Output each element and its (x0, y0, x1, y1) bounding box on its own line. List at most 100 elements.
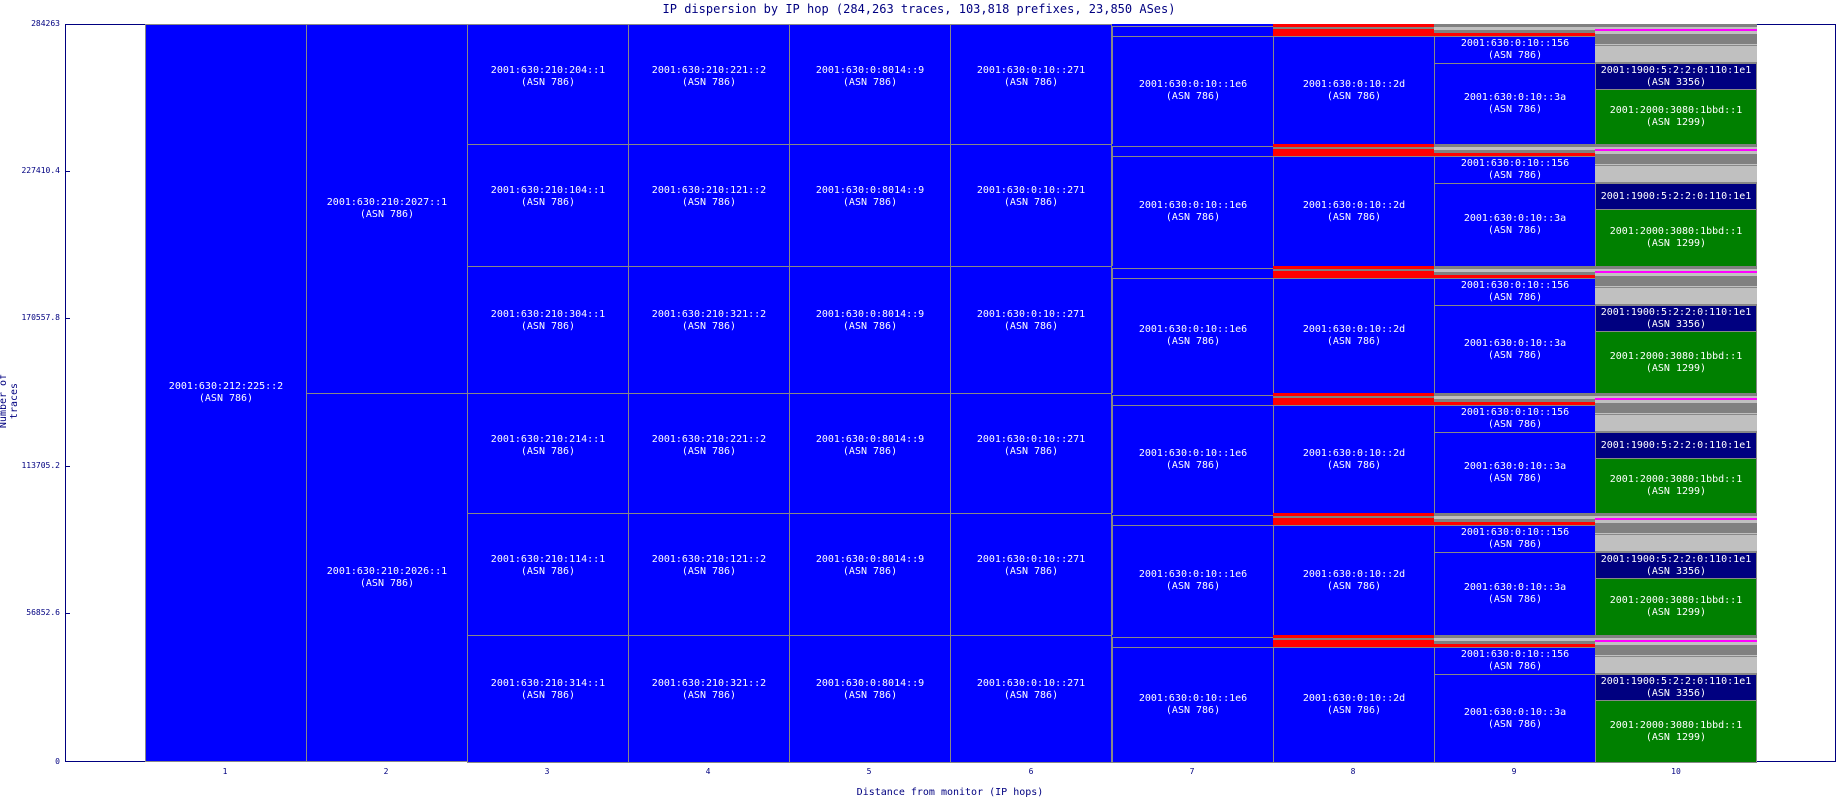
hop-label: 2001:630:0:10::1e6 (ASN 786) (1138, 568, 1248, 592)
hop-label: 2001:1900:5:2:2:0:110:1e1 (1600, 190, 1752, 202)
hop-label: 2001:630:210:114::1 (ASN 786) (490, 554, 606, 577)
x-tick-label: 5 (866, 767, 872, 776)
hop-label: 2001:630:0:10::156 (ASN 786) (1460, 407, 1570, 430)
hop-block: 2001:630:210:221::2 (ASN 786) (628, 24, 790, 145)
hop-label: 2001:630:210:204::1 (ASN 786) (490, 65, 606, 88)
hop-block: 2001:630:0:10::271 (ASN 786) (950, 144, 1112, 267)
stripe-red (1273, 29, 1435, 36)
hop-label: 2001:630:0:10::271 (ASN 786) (976, 309, 1086, 332)
hop-block: 2001:630:210:214::1 (ASN 786) (467, 393, 629, 514)
hop-label: 2001:630:210:121::2 (ASN 786) (651, 554, 767, 577)
hop-block: 2001:630:210:321::2 (ASN 786) (628, 266, 790, 394)
hop-block: 2001:630:210:2026::1 (ASN 786) (306, 393, 468, 762)
stripe-blue (1112, 635, 1274, 638)
hop-label: 2001:630:0:10::2d (ASN 786) (1302, 693, 1406, 716)
hop-label: 2001:2000:3080:1bbd::1 (ASN 1299) (1609, 719, 1743, 743)
stripe-red (1434, 275, 1596, 279)
hop-label: 2001:630:0:10::271 (ASN 786) (976, 185, 1086, 208)
hop-label: 2001:2000:3080:1bbd::1 (ASN 1299) (1609, 105, 1743, 128)
hop-label: 2001:1900:5:2:2:0:110:1e1 (ASN 3356) (1600, 553, 1752, 577)
hop-label: 2001:630:210:321::2 (ASN 786) (651, 678, 767, 701)
stripe-magenta (1595, 29, 1757, 31)
hop-block: 2001:630:0:10::2d (ASN 786) (1273, 525, 1435, 636)
hop-block: 2001:630:0:10::2d (ASN 786) (1273, 36, 1435, 145)
stripe-lightgray (1595, 165, 1757, 183)
y-tick-mark (65, 171, 70, 172)
stripe-gray (1434, 635, 1596, 638)
stripe-lightgray (1595, 27, 1757, 29)
stripe-lightgray (1595, 273, 1757, 276)
x-tick-label: 3 (544, 767, 550, 776)
hop-label: 2001:630:0:8014::9 (ASN 786) (815, 185, 925, 208)
hop-label: 2001:630:0:10::156 (ASN 786) (1460, 280, 1570, 303)
stripe-lightgray (1595, 45, 1757, 63)
stripe-lightgray (1595, 164, 1757, 165)
hop-block: 2001:630:210:121::2 (ASN 786) (628, 144, 790, 267)
hop-block: 2001:630:210:121::2 (ASN 786) (628, 513, 790, 636)
stripe-lightgray (1434, 638, 1596, 641)
stripe-lightgray (1595, 44, 1757, 45)
hop-block: 2001:630:0:10::156 (ASN 786) (1434, 647, 1596, 675)
stripe-red (1273, 640, 1435, 647)
y-tick-label: 56852.6 (26, 608, 60, 617)
stripe-blue (1112, 144, 1274, 147)
stripe-red (1273, 513, 1435, 516)
stripe-red (1273, 149, 1435, 156)
stripe-gray (1595, 523, 1757, 533)
stripe-gray (1434, 150, 1596, 153)
hop-label: 2001:630:0:8014::9 (ASN 786) (815, 65, 925, 88)
hop-block: 2001:630:0:10::3a (ASN 786) (1434, 552, 1596, 636)
hop-block: 2001:630:210:114::1 (ASN 786) (467, 513, 629, 636)
stripe-gray (1434, 519, 1596, 522)
stripe-lightgray (1434, 396, 1596, 399)
stripe-lightgray (1595, 400, 1757, 403)
hop-block-asn1299: 2001:2000:3080:1bbd::1 (ASN 1299) (1595, 578, 1757, 636)
hop-block-asn3356: 2001:1900:5:2:2:0:110:1e1 (1595, 432, 1757, 459)
hop-block: 2001:630:210:104::1 (ASN 786) (467, 144, 629, 267)
stripe-gray (1434, 641, 1596, 644)
hop-block: 2001:630:210:204::1 (ASN 786) (467, 24, 629, 145)
hop-block-asn3356: 2001:1900:5:2:2:0:110:1e1 (ASN 3356) (1595, 305, 1757, 332)
stripe-gray (1434, 272, 1596, 275)
hop-block: 2001:630:0:10::156 (ASN 786) (1434, 525, 1596, 553)
hop-block: 2001:630:0:10::3a (ASN 786) (1434, 305, 1596, 394)
hop-label: 2001:2000:3080:1bbd::1 (ASN 1299) (1609, 350, 1743, 374)
stripe-gray (1273, 269, 1435, 271)
stripe-lightgray (1595, 396, 1757, 398)
hop-label: 2001:630:0:8014::9 (ASN 786) (815, 434, 925, 457)
stripe-red (1273, 635, 1435, 638)
hop-block: 2001:630:0:10::3a (ASN 786) (1434, 63, 1596, 145)
stripe-gray (1595, 635, 1757, 638)
hop-label: 2001:630:0:10::2d (ASN 786) (1302, 568, 1406, 592)
hop-block: 2001:630:0:10::271 (ASN 786) (950, 24, 1112, 145)
stripe-red (1434, 153, 1596, 157)
stripe-red (1434, 402, 1596, 406)
hop-block: 2001:630:0:10::1e6 (ASN 786) (1112, 278, 1274, 394)
stripe-lightgray (1434, 147, 1596, 150)
stripe-gray (1273, 516, 1435, 518)
stripe-gray (1273, 638, 1435, 640)
stripe-magenta (1595, 640, 1757, 642)
hop-block: 2001:630:0:10::2d (ASN 786) (1273, 647, 1435, 763)
hop-block: 2001:630:212:225::2 (ASN 786) (145, 24, 307, 762)
hop-block: 2001:630:0:10::3a (ASN 786) (1434, 674, 1596, 763)
hop-block: 2001:630:0:10::1e6 (ASN 786) (1112, 156, 1274, 267)
stripe-gray (1595, 393, 1757, 396)
hop-label: 2001:2000:3080:1bbd::1 (ASN 1299) (1609, 226, 1743, 249)
stripe-red (1273, 393, 1435, 396)
stripe-lightgray (1595, 269, 1757, 271)
hop-block: 2001:630:210:321::2 (ASN 786) (628, 635, 790, 763)
hop-label: 2001:630:0:10::156 (ASN 786) (1460, 158, 1570, 181)
hop-label: 2001:630:0:10::3a (ASN 786) (1463, 213, 1567, 236)
hop-label: 2001:630:0:10::1e6 (ASN 786) (1138, 199, 1248, 223)
stripe-gray (1434, 24, 1596, 27)
hop-label: 2001:1900:5:2:2:0:110:1e1 (ASN 3356) (1600, 64, 1752, 88)
stripe-red (1434, 522, 1596, 526)
stripe-lightgray (1595, 638, 1757, 640)
hop-block: 2001:630:0:10::271 (ASN 786) (950, 266, 1112, 394)
stripe-red (1434, 644, 1596, 648)
stripe-lightgray (1595, 520, 1757, 523)
hop-block: 2001:630:210:304::1 (ASN 786) (467, 266, 629, 394)
stripe-lightgray (1595, 287, 1757, 305)
y-tick-mark (65, 318, 70, 319)
